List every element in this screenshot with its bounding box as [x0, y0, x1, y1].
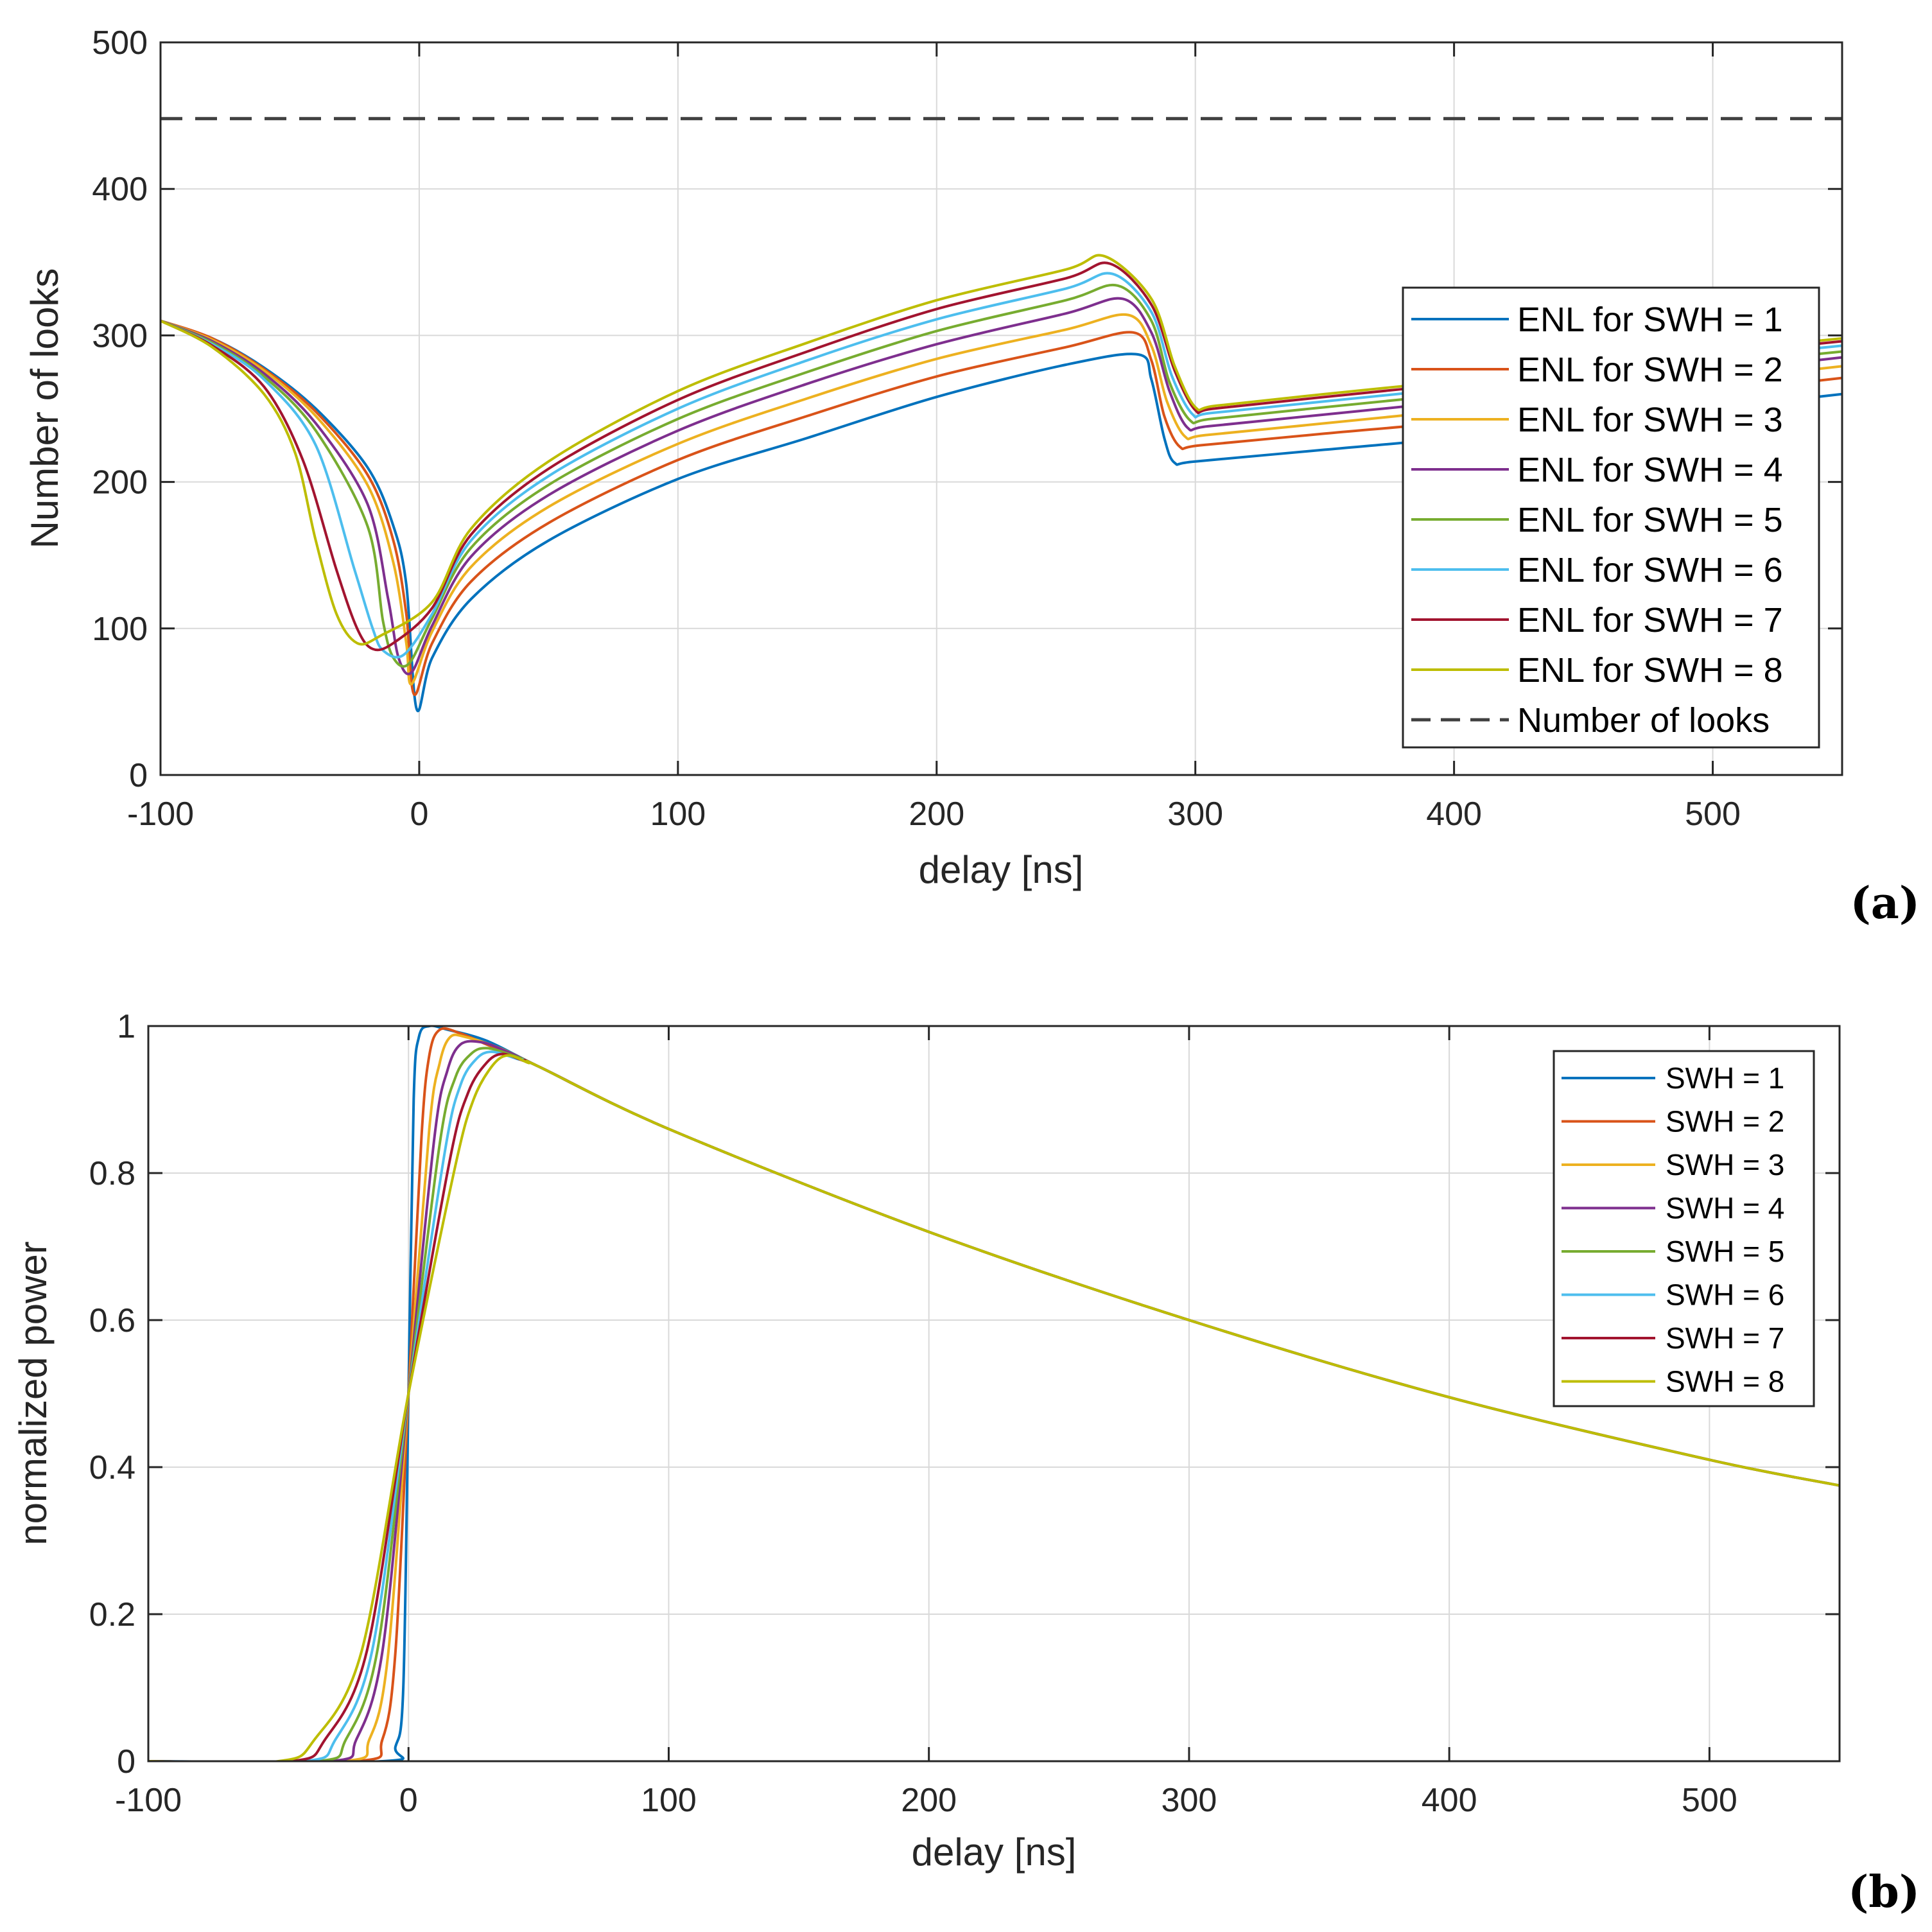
x-axis-label-b: delay [ns] — [912, 1831, 1077, 1874]
legend-label: ENL for SWH = 8 — [1517, 651, 1783, 690]
panel-label-a: (a) — [1850, 878, 1920, 929]
legend-a: ENL for SWH = 1 ENL for SWH = 2 ENL for SW… — [1402, 286, 1820, 749]
legend-label: SWH = 1 — [1666, 1061, 1784, 1095]
y-axis-label-a: Number of looks — [23, 268, 66, 549]
x-tick-label: 100 — [641, 1782, 697, 1819]
x-tick-label: -100 — [115, 1782, 182, 1819]
y-tick-label: 0 — [117, 1743, 135, 1780]
legend-label: ENL for SWH = 1 — [1517, 300, 1783, 339]
panel-label-b: (b) — [1848, 1867, 1920, 1918]
legend-label: SWH = 6 — [1666, 1278, 1784, 1312]
legend-label: ENL for SWH = 4 — [1517, 451, 1783, 489]
legend-label: SWH = 3 — [1666, 1148, 1784, 1181]
y-tick-label: 0.8 — [89, 1155, 135, 1192]
x-tick-label: 400 — [1422, 1782, 1477, 1819]
legend-label: Number of looks — [1517, 701, 1770, 740]
legend-label: SWH = 8 — [1666, 1365, 1784, 1398]
axes-box-a — [159, 41, 1843, 776]
y-tick-label: 0.4 — [89, 1449, 135, 1486]
y-tick-label: 500 — [92, 24, 148, 62]
series-lines-b — [148, 1026, 1840, 1761]
y-tick-label: 0 — [129, 757, 148, 794]
x-tick-label: 300 — [1162, 1782, 1217, 1819]
y-tick-label: 200 — [92, 464, 148, 501]
y-tick-label: 100 — [92, 611, 148, 648]
x-tick-label: 400 — [1426, 796, 1482, 833]
y-tick-label: 0.6 — [89, 1302, 135, 1339]
x-tick-label: 0 — [410, 796, 428, 833]
legend-label: ENL for SWH = 2 — [1517, 351, 1783, 389]
y-tick-label: 0.2 — [89, 1596, 135, 1633]
legend-box-b — [1553, 1050, 1815, 1407]
x-tick-label: 500 — [1685, 796, 1741, 833]
y-axis-label-b: normalized power — [12, 1241, 55, 1545]
legend-label: SWH = 7 — [1666, 1321, 1784, 1355]
x-tick-label: 200 — [901, 1782, 957, 1819]
x-tick-label: 100 — [650, 796, 706, 833]
x-axis-label-a: delay [ns] — [919, 848, 1084, 891]
legend-label: SWH = 2 — [1666, 1105, 1784, 1138]
legend-b: SWH = 1 SWH = 2 SWH = 3 SWH = 4 SWH = 5 SWH =… — [1553, 1050, 1815, 1407]
axes-box-b — [147, 1025, 1841, 1762]
x-tick-label: 300 — [1167, 796, 1223, 833]
y-tick-label: 300 — [92, 317, 148, 354]
legend-label: ENL for SWH = 6 — [1517, 551, 1783, 589]
y-tick-label: 1 — [117, 1008, 135, 1045]
x-tick-label: -100 — [127, 796, 194, 833]
x-tick-label: 0 — [399, 1782, 418, 1819]
legend-label: ENL for SWH = 7 — [1517, 601, 1783, 640]
x-tick-label: 200 — [909, 796, 964, 833]
x-tick-label: 500 — [1682, 1782, 1737, 1819]
legend-label: ENL for SWH = 3 — [1517, 401, 1783, 439]
legend-label: SWH = 5 — [1666, 1235, 1784, 1268]
series-line-8 — [148, 1054, 1840, 1761]
legend-label: SWH = 4 — [1666, 1192, 1784, 1225]
y-tick-label: 400 — [92, 171, 148, 208]
legend-label: ENL for SWH = 5 — [1517, 501, 1783, 539]
